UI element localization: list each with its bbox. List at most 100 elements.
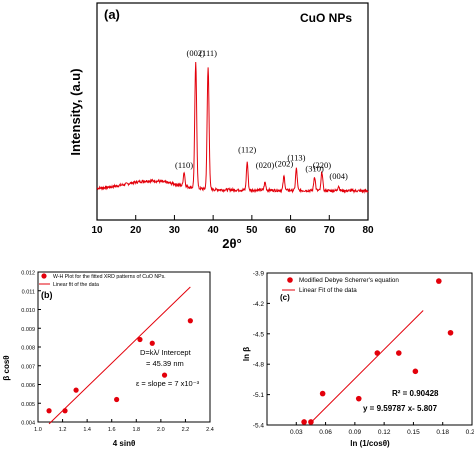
panel-b-data-point	[73, 387, 79, 393]
panel-c-fit-line	[310, 310, 424, 423]
panel-b-y-tick-label: 0.010	[21, 308, 35, 314]
panel-b-x-tick-label: 1.2	[59, 427, 67, 433]
panel-b-x-tick-label: 2.2	[182, 427, 190, 433]
peak-label: (220)	[313, 160, 332, 170]
panel-b: (b) β cosθ 4 sinθ 1.0 1.2 1.4 1.6 1.8 2.0 2.2 2…	[2, 271, 214, 449]
panel-c-annotation-eq: y = 9.59787 x- 5.807	[363, 404, 438, 413]
panel-c-x-tick-label: 0.09	[349, 429, 362, 436]
panel-a-x-tick-label: 70	[324, 225, 336, 236]
xrd-pattern-line	[96, 61, 369, 194]
panel-b-y-tick-label: 0.009	[21, 327, 35, 333]
panel-b-legend-fit: Linear fit of the data	[53, 282, 99, 288]
panel-c-frame	[266, 272, 473, 426]
panel-b-data-point	[161, 372, 168, 378]
panel-b-y-tick-label: 0.005	[21, 402, 35, 408]
panel-c-y-tick-label: -5.4	[253, 423, 265, 430]
panel-b-legend-series: W-H Plot for the fitted XRD patterns of …	[53, 274, 166, 280]
panel-c-x-tick-label: 0.12	[378, 429, 391, 436]
panel-b-annotation-size: = 45.39 nm	[146, 359, 184, 368]
panel-a-x-tick-label: 10	[91, 225, 103, 236]
panel-c-legend-fit: Linear Fit of the data	[299, 287, 357, 294]
panel-c-points	[301, 278, 454, 425]
panel-c-legend-series: Modified Debye Scherrer's equation	[299, 277, 399, 284]
panel-b-ylabel: β cosθ	[2, 355, 11, 380]
panel-c-data-point	[447, 329, 454, 336]
panel-a: (a) CuO NPs Intensity, (a.u) 2θ° 10 20 30 4…	[68, 2, 374, 251]
panel-c: (c) ln β ln (1/cosθ) 0.03 0.06 0.09 0.12 0.1…	[242, 271, 474, 449]
peak-label: (202)	[275, 159, 294, 169]
panel-c-ticks: 0.03 0.06 0.09 0.12 0.15 0.18 0.21 -3.9 -4.2 -4.5…	[253, 271, 474, 437]
panel-a-x-tick-label: 50	[246, 225, 258, 236]
panel-b-y-tick-label: 0.006	[21, 383, 35, 389]
panel-a-ylabel: Intensity, (a.u)	[68, 68, 83, 155]
panel-b-y-tick-label: 0.012	[21, 271, 35, 277]
panel-b-data-point	[46, 408, 52, 414]
panel-b-frame	[37, 271, 211, 423]
panel-c-x-tick-label: 0.18	[436, 429, 449, 436]
panel-a-x-ticks: 10 20 30 40 50 60 70 80	[91, 215, 374, 236]
panel-c-x-tick-label: 0.03	[290, 429, 303, 436]
panel-c-annotation-r2: R² = 0.90428	[392, 389, 439, 398]
panel-c-legend: Modified Debye Scherrer's equation Linea…	[282, 277, 399, 294]
peak-label: (020)	[256, 160, 275, 170]
panel-c-x-tick-label: 0.06	[319, 429, 332, 436]
panel-a-label: (a)	[104, 7, 120, 22]
panel-b-legend: W-H Plot for the fitted XRD patterns of …	[39, 273, 166, 288]
panel-b-fit-line	[48, 286, 191, 425]
panel-a-x-tick-label: 40	[208, 225, 220, 236]
peak-label: (002)	[187, 48, 206, 58]
panel-a-x-tick-label: 20	[130, 225, 142, 236]
panel-a-x-tick-label: 60	[285, 225, 297, 236]
peak-label: (113)	[287, 152, 305, 162]
panel-a-xlabel: 2θ°	[222, 236, 241, 251]
panel-b-points	[46, 318, 193, 414]
panel-a-frame	[96, 2, 369, 221]
panel-b-x-tick-label: 1.6	[108, 427, 116, 433]
panel-c-x-tick-label: 0.21	[466, 429, 474, 436]
panel-b-x-tick-label: 2.0	[157, 427, 165, 433]
panel-a-x-tick-label: 80	[362, 225, 374, 236]
panel-c-ylabel: ln β	[242, 347, 251, 361]
panel-b-annotation-d: D=kλ/ Intercept	[140, 348, 192, 357]
panel-c-data-point	[301, 419, 307, 425]
panel-b-data-point	[137, 336, 143, 343]
panel-b-xlabel: 4 sinθ	[113, 439, 136, 448]
panel-b-data-point	[62, 408, 68, 414]
panel-b-data-point	[149, 340, 155, 346]
panel-b-annotation-strain: ε = slope = 7 x10⁻³	[136, 379, 200, 388]
panel-b-data-point	[187, 318, 193, 324]
panel-b-x-tick-label: 1.4	[83, 427, 91, 433]
peak-label: (004)	[329, 171, 348, 181]
peak-label: (110)	[175, 160, 193, 170]
peak-label: (111)	[199, 48, 217, 58]
panel-c-legend-marker	[287, 277, 293, 283]
panel-b-x-tick-label: 1.8	[132, 427, 140, 433]
panel-c-y-tick-label: -4.2	[253, 301, 265, 308]
peak-label: (112)	[238, 145, 256, 155]
panel-c-data-point	[319, 390, 326, 397]
panel-b-y-tick-label: 0.008	[21, 346, 35, 352]
panel-c-data-point	[395, 350, 402, 356]
peak-label: (310)	[305, 163, 324, 173]
panel-b-legend-marker	[41, 273, 47, 279]
panel-b-y-tick-label: 0.004	[21, 421, 35, 427]
panel-b-y-tick-label: 0.007	[21, 364, 35, 370]
panel-b-x-tick-label: 2.4	[206, 427, 214, 433]
panel-c-data-point	[436, 278, 442, 284]
panel-c-x-tick-label: 0.15	[407, 429, 420, 436]
panel-c-xlabel: ln (1/cosθ)	[350, 439, 390, 448]
panel-c-y-tick-label: -4.5	[253, 331, 265, 338]
panel-c-label: (c)	[280, 293, 290, 302]
panel-b-ticks: 1.0 1.2 1.4 1.6 1.8 2.0 2.2 2.4 0.004 0.005 0.006 0…	[21, 271, 214, 434]
panel-c-data-point	[412, 368, 419, 375]
panel-a-x-tick-label: 30	[169, 225, 181, 236]
panel-a-title: CuO NPs	[300, 11, 352, 25]
panel-b-y-tick-label: 0.011	[22, 289, 35, 295]
panel-b-x-tick-label: 1.0	[34, 427, 42, 433]
panel-c-y-tick-label: -4.8	[253, 362, 265, 369]
panel-c-data-point	[308, 419, 314, 425]
panel-c-data-point	[355, 395, 362, 402]
panel-b-label: (b)	[41, 290, 53, 300]
panel-c-y-tick-label: -5.1	[253, 392, 265, 399]
